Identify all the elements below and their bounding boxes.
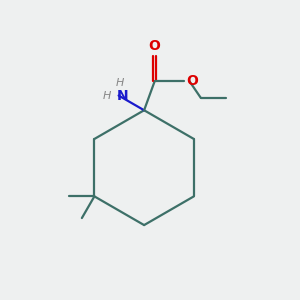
- Text: O: O: [149, 39, 161, 52]
- Text: H: H: [116, 78, 124, 88]
- Text: H: H: [103, 92, 112, 101]
- Text: N: N: [117, 89, 129, 103]
- Text: O: O: [187, 74, 198, 88]
